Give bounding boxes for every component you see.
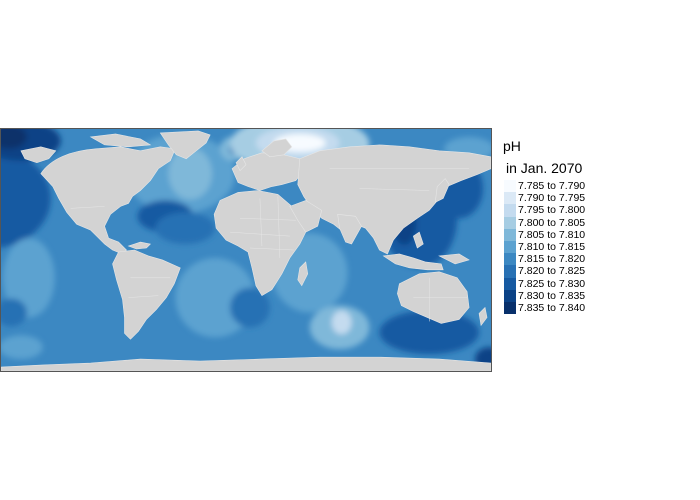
zone-alaska-darkest xyxy=(1,129,27,149)
land-philippines xyxy=(412,231,424,249)
land-caribbean xyxy=(127,241,151,250)
legend-label: 7.810 to 7.815 xyxy=(518,241,586,254)
zone-east-pacific-light xyxy=(2,238,55,318)
land-south-america xyxy=(112,249,181,340)
land-indonesia xyxy=(382,253,444,271)
legend-swatch xyxy=(504,277,516,290)
legend-swatch xyxy=(504,180,516,193)
land-india xyxy=(337,213,362,245)
zone-indian-south-lighter xyxy=(331,310,352,335)
legend-label: 7.785 to 7.790 xyxy=(518,180,586,193)
legend-items: 7.785 to 7.790 7.790 to 7.795 7.795 to 7.8… xyxy=(504,180,690,315)
legend: pH in Jan. 2070 7.785 to 7.790 7.790 to 7… xyxy=(500,138,690,315)
legend-label: 7.800 to 7.805 xyxy=(518,216,586,229)
legend-item: 7.795 to 7.800 xyxy=(504,204,690,217)
land-africa xyxy=(213,190,307,297)
legend-label: 7.795 to 7.800 xyxy=(518,204,586,217)
legend-item: 7.815 to 7.820 xyxy=(504,253,690,266)
world-map-svg xyxy=(1,129,491,371)
legend-item: 7.805 to 7.810 xyxy=(504,228,690,241)
legend-label: 7.815 to 7.820 xyxy=(518,253,586,266)
zone-central-atlantic xyxy=(155,212,216,245)
legend-swatch xyxy=(504,301,516,315)
legend-swatch xyxy=(504,192,516,205)
land-greenland xyxy=(159,130,211,160)
legend-label: 7.825 to 7.830 xyxy=(518,277,586,290)
land-japan xyxy=(434,178,450,203)
land-masses xyxy=(1,130,491,371)
land-madagascar xyxy=(297,261,309,287)
legend-swatch xyxy=(504,265,516,278)
legend-label: 7.835 to 7.840 xyxy=(518,301,586,314)
legend-swatch xyxy=(504,204,516,217)
legend-item: 7.830 to 7.835 xyxy=(504,289,690,302)
country-borders xyxy=(70,168,470,322)
legend-item: 7.835 to 7.840 xyxy=(504,301,690,315)
land-arabia xyxy=(289,200,323,233)
land-new-zealand xyxy=(478,306,488,327)
legend-label: 7.830 to 7.835 xyxy=(518,289,586,302)
legend-swatch xyxy=(504,228,516,241)
land-europe xyxy=(231,152,305,191)
land-new-guinea xyxy=(438,253,470,265)
legend-item: 7.785 to 7.790 xyxy=(504,180,690,193)
legend-item: 7.810 to 7.815 xyxy=(504,240,690,254)
land-uk xyxy=(235,156,247,172)
legend-label: 7.805 to 7.810 xyxy=(518,228,586,241)
legend-swatch xyxy=(504,289,516,302)
land-alaska xyxy=(20,146,57,164)
land-north-america xyxy=(40,146,176,255)
legend-swatch xyxy=(504,240,516,254)
legend-title: pH xyxy=(503,138,521,154)
legend-item: 7.820 to 7.825 xyxy=(504,265,690,278)
legend-item: 7.800 to 7.805 xyxy=(504,216,690,229)
legend-item: 7.790 to 7.795 xyxy=(504,192,690,205)
legend-swatch xyxy=(504,216,516,229)
zone-north-atlantic-lighter xyxy=(168,147,213,200)
ph-map xyxy=(0,128,492,372)
legend-label: 7.820 to 7.825 xyxy=(518,265,586,278)
legend-item: 7.825 to 7.830 xyxy=(504,277,690,290)
land-antarctica xyxy=(1,356,491,371)
legend-subtitle: in Jan. 2070 xyxy=(506,160,583,176)
land-canadian-arctic xyxy=(89,133,152,148)
zone-southern-ocean-dark xyxy=(379,310,480,355)
legend-label: 7.790 to 7.795 xyxy=(518,192,586,205)
zone-north-pacific-west xyxy=(1,149,51,248)
legend-swatch xyxy=(504,253,516,266)
land-scandinavia xyxy=(261,138,293,158)
zone-sw-pacific-dark xyxy=(1,298,27,327)
zone-south-pacific-light xyxy=(1,335,43,360)
zone-south-atlantic-dark xyxy=(230,287,270,328)
